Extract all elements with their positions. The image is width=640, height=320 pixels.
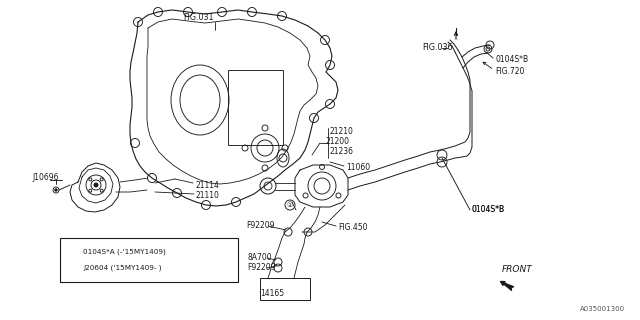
Text: 8A700: 8A700 bbox=[247, 253, 271, 262]
Circle shape bbox=[94, 183, 98, 187]
Text: 0104S*B: 0104S*B bbox=[472, 205, 505, 214]
Text: 0104S*A (-'15MY1409): 0104S*A (-'15MY1409) bbox=[83, 249, 166, 255]
Text: 21200: 21200 bbox=[325, 138, 349, 147]
Bar bbox=[60, 238, 238, 282]
Text: ①: ① bbox=[287, 202, 293, 208]
Text: FIG.720: FIG.720 bbox=[495, 68, 524, 76]
Text: 21210: 21210 bbox=[330, 127, 354, 137]
Text: FRONT: FRONT bbox=[502, 266, 532, 275]
Text: 21110: 21110 bbox=[196, 191, 220, 201]
Text: A035001300: A035001300 bbox=[580, 306, 625, 312]
Bar bbox=[260, 278, 310, 300]
Text: J20604 ('15MY1409- ): J20604 ('15MY1409- ) bbox=[83, 265, 161, 271]
Text: 14165: 14165 bbox=[260, 290, 284, 299]
Text: ①: ① bbox=[67, 255, 74, 265]
Text: FIG.031: FIG.031 bbox=[183, 13, 214, 22]
Text: F92209: F92209 bbox=[246, 221, 275, 230]
Bar bbox=[228, 70, 283, 145]
Text: 0104S*B: 0104S*B bbox=[495, 55, 528, 65]
Circle shape bbox=[55, 189, 57, 191]
Text: 21114: 21114 bbox=[195, 180, 219, 189]
Text: 0104S*B: 0104S*B bbox=[472, 205, 505, 214]
Text: F92209: F92209 bbox=[247, 263, 275, 273]
Text: 21236: 21236 bbox=[330, 148, 354, 156]
Text: FIG.450: FIG.450 bbox=[338, 223, 367, 233]
Text: J10696: J10696 bbox=[32, 172, 58, 181]
Text: 11060: 11060 bbox=[346, 164, 370, 172]
Text: FIG.036: FIG.036 bbox=[422, 44, 452, 52]
